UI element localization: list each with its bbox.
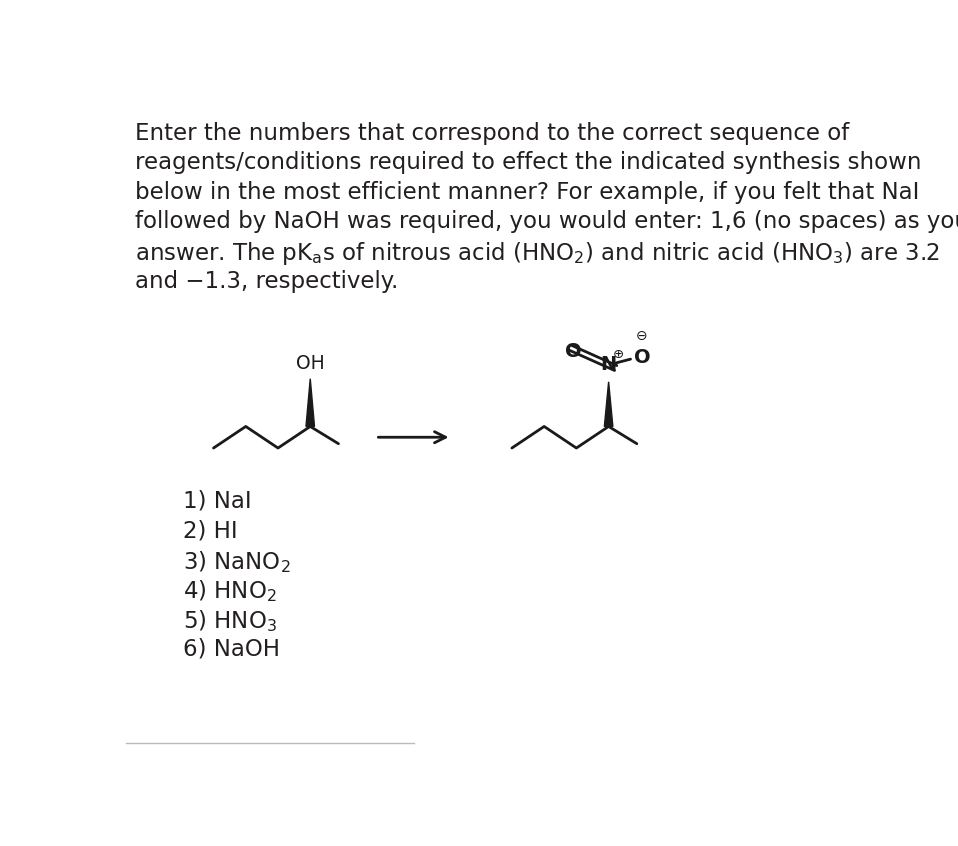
Text: O: O <box>633 348 650 366</box>
Text: 4) HNO$_\mathregular{2}$: 4) HNO$_\mathregular{2}$ <box>183 579 277 604</box>
Text: N: N <box>601 355 617 375</box>
Text: answer. The pK$_\mathregular{a}$s of nitrous acid (HNO$_\mathregular{2}$) and ni: answer. The pK$_\mathregular{a}$s of nit… <box>135 240 940 267</box>
Text: ⊕: ⊕ <box>613 349 625 361</box>
Text: Enter the numbers that correspond to the correct sequence of: Enter the numbers that correspond to the… <box>135 122 850 145</box>
Text: 6) NaOH: 6) NaOH <box>183 638 281 661</box>
Text: O: O <box>565 342 582 360</box>
Text: reagents/conditions required to effect the indicated synthesis shown: reagents/conditions required to effect t… <box>135 151 922 174</box>
Text: 5) HNO$_\mathregular{3}$: 5) HNO$_\mathregular{3}$ <box>183 608 278 634</box>
Polygon shape <box>306 379 314 426</box>
Text: 1) NaI: 1) NaI <box>183 490 252 513</box>
Text: and −1.3, respectively.: and −1.3, respectively. <box>135 270 399 293</box>
Polygon shape <box>604 382 613 426</box>
Text: ⊖: ⊖ <box>636 328 648 343</box>
Text: OH: OH <box>296 354 325 373</box>
Text: 2) HI: 2) HI <box>183 519 238 542</box>
Text: below in the most efficient manner? For example, if you felt that NaI: below in the most efficient manner? For … <box>135 181 920 204</box>
Text: 3) NaNO$_\mathregular{2}$: 3) NaNO$_\mathregular{2}$ <box>183 549 291 574</box>
Text: followed by NaOH was required, you would enter: 1,6 (no spaces) as your: followed by NaOH was required, you would… <box>135 211 958 233</box>
